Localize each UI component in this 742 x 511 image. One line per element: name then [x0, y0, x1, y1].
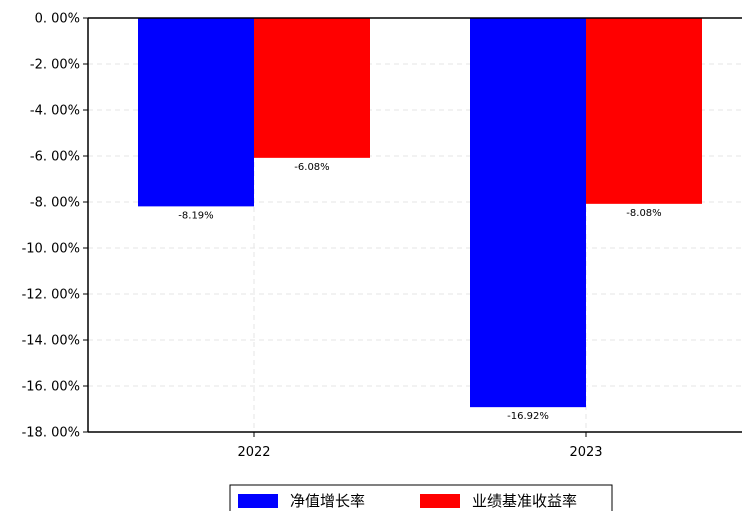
y-tick-label: -8. 00% — [30, 196, 80, 211]
y-tick-label: -14. 00% — [22, 334, 80, 349]
bar-value-label: -8.08% — [626, 208, 661, 219]
bar — [138, 18, 254, 207]
y-tick-label: -4. 00% — [30, 104, 80, 119]
y-tick-label: -2. 00% — [30, 58, 80, 73]
bar — [254, 18, 370, 158]
bar-value-label: -8.19% — [178, 210, 213, 221]
bar-value-label: -6.08% — [294, 162, 329, 173]
data-labels-group: -8.19% -6.08% -16.92% -8.08% — [178, 162, 661, 422]
legend: 净值增长率 业绩基准收益率 — [229, 484, 613, 511]
bar — [470, 18, 586, 408]
bar — [586, 18, 702, 204]
legend-swatch — [420, 494, 460, 508]
y-tick-label: 0. 00% — [35, 12, 80, 27]
bars-group — [138, 18, 702, 408]
y-tick-label: -6. 00% — [30, 150, 80, 165]
y-tick-label: -18. 00% — [22, 426, 80, 441]
x-tick-label: 2023 — [569, 445, 602, 460]
bar-value-label: -16.92% — [507, 411, 549, 422]
x-tick-label: 2022 — [237, 445, 270, 460]
y-tick-label: -10. 00% — [22, 242, 80, 257]
legend-label: 业绩基准收益率 — [472, 492, 577, 510]
axes-group — [87, 17, 742, 433]
x-ticks-group: 2022 2023 — [237, 432, 603, 460]
legend-swatch — [238, 494, 278, 508]
y-ticks-group: 0. 00% -2. 00% -4. 00% -6. 00% -8. 00% -10. 0… — [22, 12, 88, 441]
legend-label: 净值增长率 — [290, 492, 365, 510]
y-tick-label: -16. 00% — [22, 380, 80, 395]
y-tick-label: -12. 00% — [22, 288, 80, 303]
